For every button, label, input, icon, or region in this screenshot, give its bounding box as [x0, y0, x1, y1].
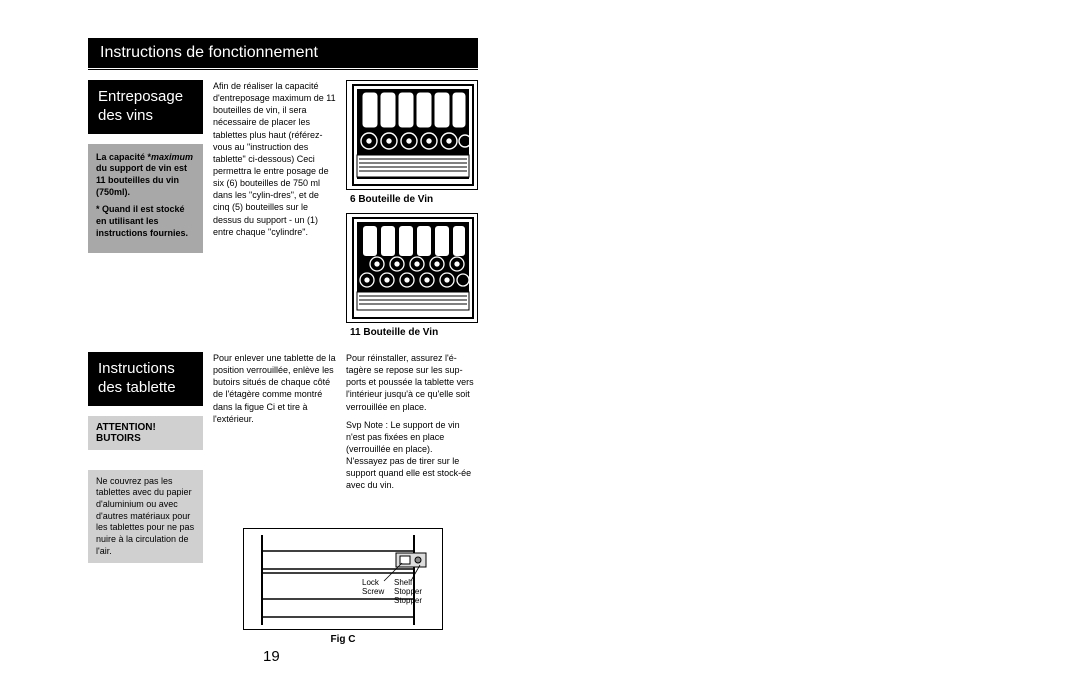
- section2-col-a: Pour enlever une tablette de la position…: [213, 352, 336, 431]
- col-b-p2: Svp Note : Le support de vin n'est pas f…: [346, 419, 474, 492]
- title-line2: des vins: [98, 107, 153, 124]
- title2-line2: des tablette: [98, 379, 176, 396]
- capacity-p1: La capacité *maximum du support de vin e…: [96, 152, 195, 199]
- fig-6-bottles: [346, 80, 478, 190]
- shelf-instructions-section: Instructions des tablette ATTENTION! BUT…: [88, 352, 1020, 563]
- page-header-title: Instructions de fonctionnement: [100, 44, 318, 61]
- label-screw: Screw: [362, 587, 384, 596]
- capacity-note-box: La capacité *maximum du support de vin e…: [88, 144, 203, 254]
- title2-line1: Instructions: [98, 360, 175, 377]
- label-lock: Lock: [362, 578, 380, 587]
- section1-left-col: Entreposage des vins La capacité *maximu…: [88, 80, 203, 253]
- fig-c-box: Lock Screw Shelf Stopper Stopper: [243, 528, 443, 630]
- fig11-caption: 11 Bouteille de Vin: [350, 327, 481, 338]
- fig6-caption: 6 Bouteille de Vin: [350, 194, 481, 205]
- title-line1: Entreposage: [98, 88, 183, 105]
- capacity-p2: * Quand il est stocké en utilisant les i…: [96, 204, 195, 239]
- label-stopper2: Stopper: [394, 596, 422, 605]
- section1-body-text: Afin de réaliser la capacité d'entreposa…: [213, 80, 336, 238]
- label-stopper1: Stopper: [394, 587, 422, 596]
- manual-page: Instructions de fonctionnement Entreposa…: [0, 0, 1080, 698]
- header-underline: [88, 69, 478, 70]
- wine-storage-section: Entreposage des vins La capacité *maximu…: [88, 80, 1020, 338]
- section1-figures: 6 Bouteille de Vin: [346, 80, 481, 338]
- col-a-text: Pour enlever une tablette de la position…: [213, 352, 336, 425]
- figc-caption: Fig C: [243, 634, 443, 645]
- page-number: 19: [263, 648, 280, 665]
- section2-left-col: Instructions des tablette ATTENTION! BUT…: [88, 352, 203, 563]
- attention-title: ATTENTION! BUTOIRS: [88, 416, 203, 450]
- fig-11-bottles: [346, 213, 478, 323]
- section2-title: Instructions des tablette: [88, 352, 203, 406]
- attention-body: Ne couvrez pas les tablettes avec du pap…: [88, 470, 203, 564]
- page-header: Instructions de fonctionnement: [88, 38, 478, 68]
- label-shelf: Shelf: [394, 578, 413, 587]
- section1-body-col: Afin de réaliser la capacité d'entreposa…: [213, 80, 336, 244]
- fig-c-wrapper: Lock Screw Shelf Stopper Stopper Fig C: [243, 528, 463, 645]
- col-b-p1: Pour réinstaller, assurez l'é-tagère se …: [346, 352, 474, 413]
- section2-col-b: Pour réinstaller, assurez l'é-tagère se …: [346, 352, 474, 498]
- section1-title: Entreposage des vins: [88, 80, 203, 134]
